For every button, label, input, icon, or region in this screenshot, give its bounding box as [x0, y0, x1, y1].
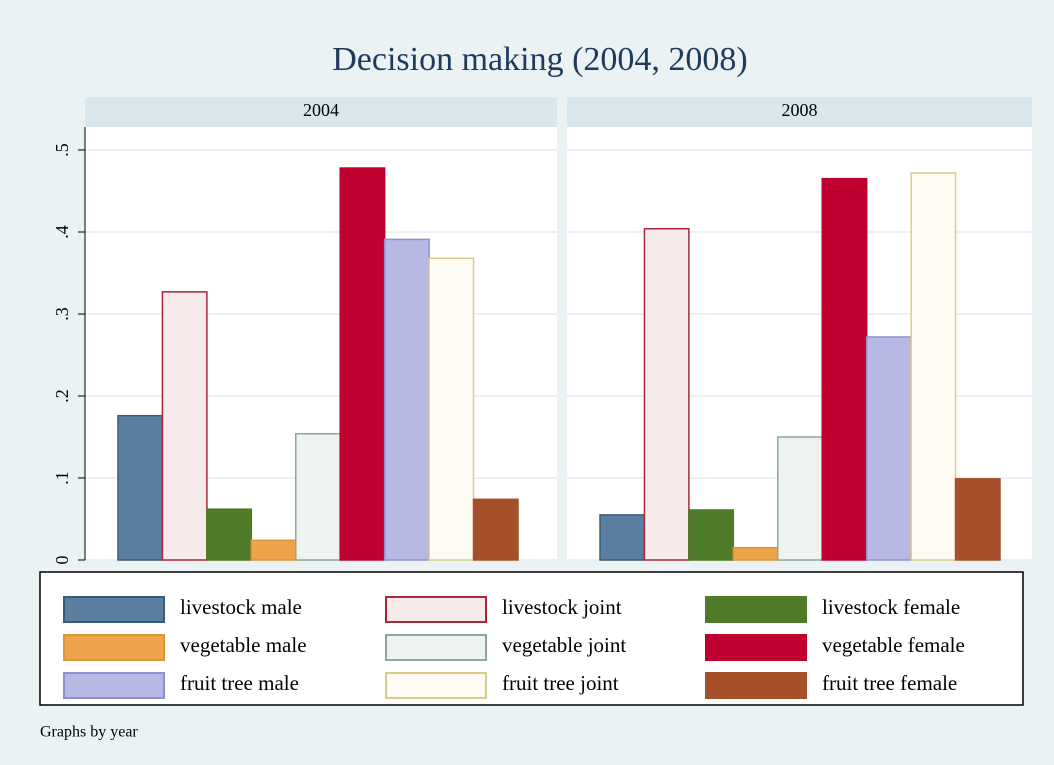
bar: [117, 414, 164, 561]
panel-header: [85, 97, 557, 127]
legend-label: fruit tree female: [822, 671, 957, 695]
legend-label: fruit tree male: [180, 671, 299, 695]
bar: [428, 257, 475, 561]
y-tick-label: .4: [52, 225, 72, 239]
panel-title: 2004: [303, 100, 339, 120]
y-tick-label: .5: [52, 143, 72, 157]
bar: [161, 291, 208, 561]
bar: [821, 177, 868, 561]
legend-swatch: [705, 596, 807, 623]
legend-swatch: [63, 634, 165, 661]
legend-label: livestock female: [822, 595, 960, 619]
bar: [472, 498, 519, 561]
bar: [599, 514, 646, 561]
bar: [206, 508, 253, 561]
note: Graphs by year: [40, 724, 138, 741]
bar: [865, 336, 912, 561]
legend-swatch: [63, 672, 165, 699]
bar: [910, 172, 957, 561]
legend-swatch: [705, 634, 807, 661]
bar: [643, 227, 690, 561]
chart-title: Decision making (2004, 2008): [332, 41, 748, 78]
y-tick-label: .3: [52, 307, 72, 321]
legend-swatch: [385, 634, 487, 661]
bar: [295, 432, 341, 561]
legend-label: vegetable male: [180, 633, 307, 657]
bar: [383, 238, 430, 561]
legend-swatch: [385, 672, 487, 699]
legend-label: fruit tree joint: [502, 671, 619, 695]
y-tick-label: 0: [52, 556, 72, 565]
legend-swatch: [705, 672, 807, 699]
bar: [339, 167, 386, 561]
panel-header: [567, 97, 1032, 127]
legend-swatch: [63, 596, 165, 623]
legend-label: livestock joint: [502, 595, 622, 619]
bar: [688, 509, 735, 561]
y-tick-label: .1: [52, 471, 72, 485]
bar: [954, 478, 1001, 561]
legend-label: vegetable female: [822, 633, 965, 657]
y-tick-label: .2: [52, 389, 72, 403]
bar: [777, 436, 823, 561]
bar: [250, 539, 297, 561]
legend-swatch: [385, 596, 487, 623]
legend-label: vegetable joint: [502, 633, 626, 657]
legend: [39, 571, 1024, 706]
legend-label: livestock male: [180, 595, 302, 619]
panel-title: 2008: [782, 100, 818, 120]
bar: [732, 546, 779, 561]
